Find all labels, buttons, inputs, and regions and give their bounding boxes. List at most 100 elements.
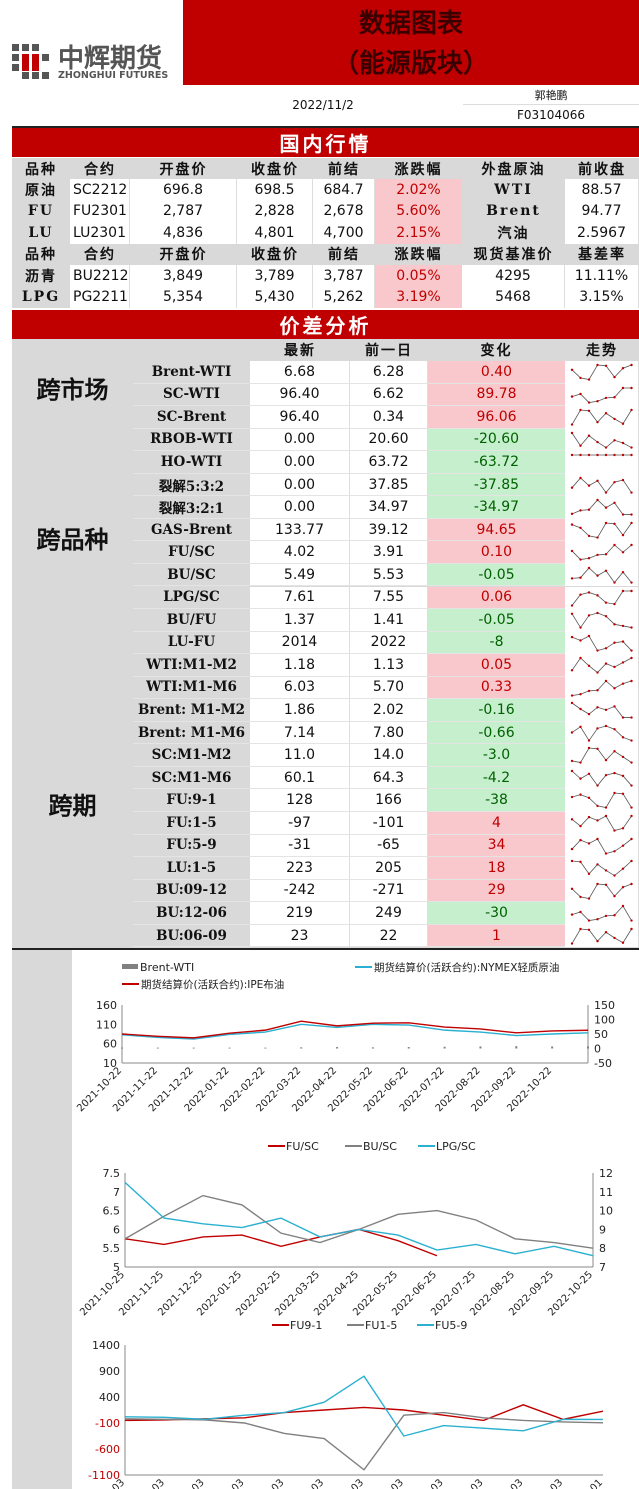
ref-name-cell: Brent (486, 203, 541, 220)
bar (228, 1047, 231, 1049)
sparkline-point (570, 731, 573, 734)
table-row: FU:5-9 -31 -65 34 (133, 834, 639, 858)
trend-sparkline (570, 453, 633, 457)
change-pct-cell: 5.60% (375, 200, 462, 223)
sparkline-point (570, 453, 573, 457)
bar (443, 1046, 446, 1049)
previous-value: 37.85 (350, 473, 428, 497)
bar (587, 1046, 589, 1049)
variety-cell: LU (28, 224, 54, 241)
sparkline-point (604, 491, 607, 494)
sparkline-point (621, 551, 624, 554)
table-row: GAS-Brent 133.77 39.12 94.65 (133, 518, 639, 542)
spread-name: FU:5-9 (133, 834, 250, 858)
trend-cell (565, 857, 639, 880)
sparkline-point (570, 887, 573, 890)
change-pct-cell: 3.19% (375, 286, 462, 308)
sparkline-point (578, 793, 582, 797)
trend-sparkline (570, 589, 633, 607)
series-line (124, 1194, 594, 1249)
sparkline-point (578, 476, 582, 479)
sparkline-point (578, 444, 582, 447)
change-value: 4 (428, 812, 565, 835)
x-tick-label: 2022-07-03 (397, 1477, 446, 1489)
trend-cell (565, 631, 639, 655)
change-value: -0.66 (428, 721, 565, 745)
bar (264, 1047, 267, 1049)
latest-value: 4.02 (250, 541, 350, 564)
x-tick-label: 2022-02-03 (198, 1477, 247, 1489)
sparkline-point (629, 445, 633, 449)
trend-sparkline (570, 792, 633, 810)
sparkline-point (587, 919, 590, 922)
sparkline-line (571, 928, 632, 944)
bar (515, 1046, 518, 1049)
bar (479, 1046, 482, 1049)
sparkline-point (578, 509, 582, 512)
latest-value: 223 (250, 857, 350, 880)
sparkline-line (571, 432, 632, 448)
ref-value-header: 前收盘 (578, 161, 626, 178)
sparkline-point (604, 453, 607, 457)
legend-label: FU5-9 (435, 1319, 467, 1332)
sparkline-point (604, 662, 607, 665)
change-value: 18 (428, 857, 565, 880)
trend-cell (565, 924, 639, 948)
spread-header: 变化 (480, 343, 513, 359)
sparkline-point (621, 885, 624, 889)
variety-header: 品种 (25, 161, 57, 178)
sparkline-line (571, 883, 632, 899)
table-row: FU/SC 4.02 3.91 0.10 (133, 541, 639, 564)
sparkline-point (587, 557, 590, 560)
sparkline-point (612, 438, 616, 442)
sparkline-point (595, 399, 599, 402)
series-line (124, 1228, 438, 1257)
sparkline-point (570, 769, 573, 773)
trend-sparkline (570, 747, 633, 765)
sparkline-point (629, 806, 633, 810)
sparkline-point (578, 824, 582, 828)
prev-settle-cell: 4,700 (313, 222, 375, 244)
latest-value: 5.49 (250, 563, 350, 587)
y-tick-label-right: 150 (594, 999, 615, 1012)
sparkline-point (612, 544, 616, 547)
latest-value: 2014 (250, 631, 350, 655)
sparkline-point (604, 773, 607, 777)
trend-sparkline (570, 544, 633, 562)
previous-value: 249 (350, 902, 428, 925)
sparkline-point (570, 942, 573, 945)
spread-header: 最新 (284, 343, 316, 359)
latest-value: 219 (250, 902, 350, 925)
legend-label: FU1-5 (365, 1319, 397, 1332)
ref-name-cell: 4295 (462, 265, 565, 287)
sparkline-point (612, 792, 616, 795)
spread-name: FU:1-5 (133, 812, 250, 835)
sparkline-point (604, 569, 607, 572)
table-row: LU LU2301 4,836 4,801 4,700 2.15% 汽油 2.5967 (12, 222, 639, 244)
y-tick-label-right: 8 (599, 1242, 606, 1255)
change-value: 0.05 (428, 654, 565, 677)
trend-sparkline (570, 814, 633, 832)
table-header-row: 品种 合约 开盘价 收盘价 前结 涨跌幅 现货基准价 基差率 (12, 243, 639, 265)
sparkline-point (612, 750, 616, 753)
prev-settle-cell: 2,678 (313, 200, 375, 223)
sparkline-point (578, 777, 582, 780)
sparkline-point (621, 533, 624, 537)
sparkline-line (571, 905, 632, 922)
trend-cell (565, 563, 639, 587)
ref-name-cell: WTI (494, 182, 533, 199)
sparkline-line (571, 702, 631, 719)
latest-value: -242 (250, 879, 350, 903)
trend-sparkline (570, 769, 633, 787)
spread-name: BU:06-09 (133, 924, 250, 948)
latest-value: 133.77 (250, 518, 350, 542)
sparkline-point (621, 844, 624, 847)
sparkline-point (604, 914, 607, 918)
sparkline-point (621, 827, 624, 830)
previous-value: 1.41 (350, 609, 428, 632)
trend-sparkline (570, 363, 633, 381)
trend-cell (565, 766, 639, 790)
sparkline-line (571, 477, 632, 493)
sparkline-point (570, 702, 573, 705)
x-tick-label: 2022-09-03 (477, 1477, 526, 1489)
